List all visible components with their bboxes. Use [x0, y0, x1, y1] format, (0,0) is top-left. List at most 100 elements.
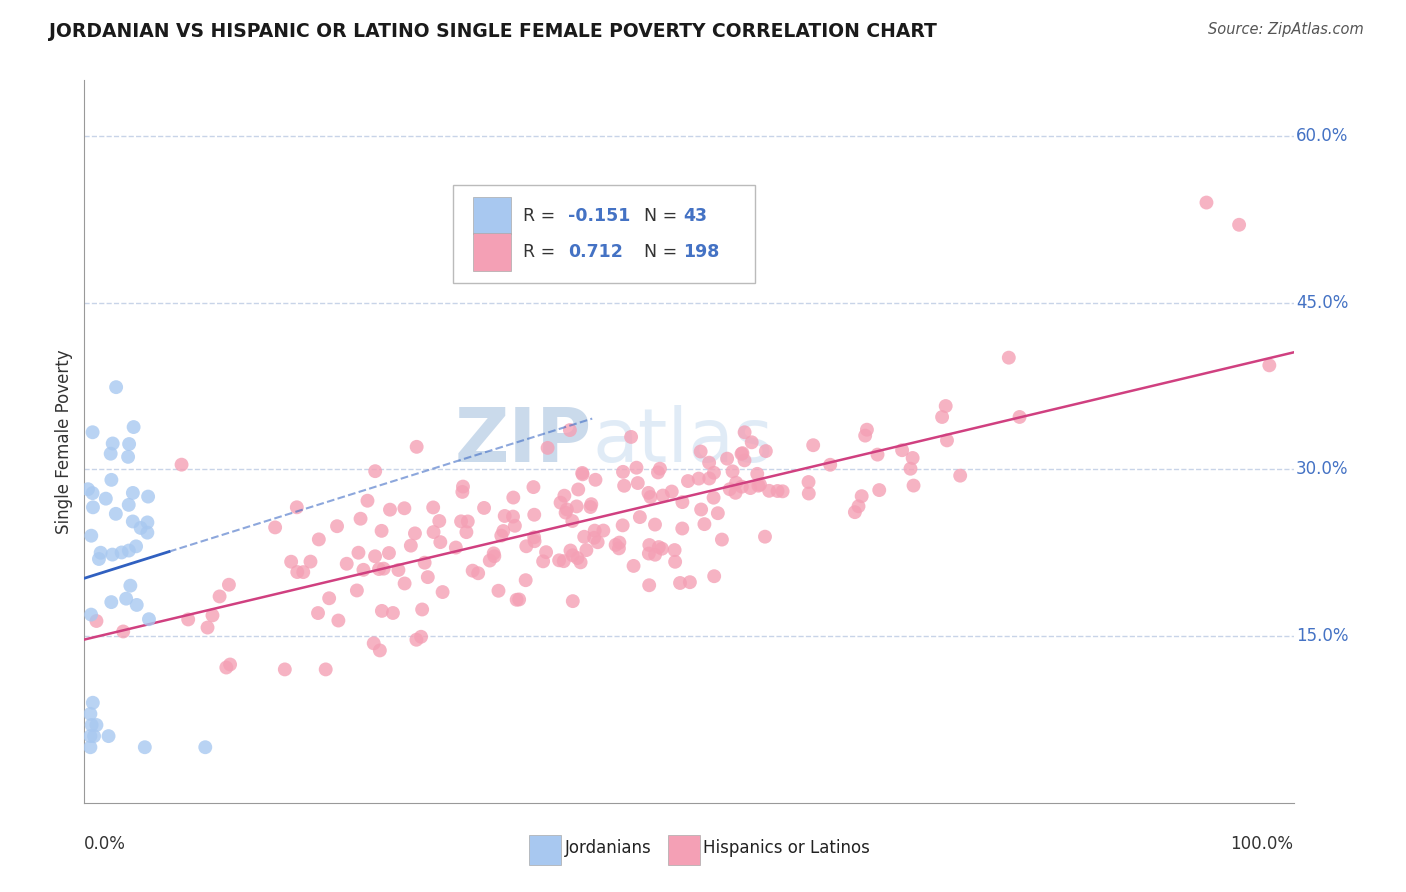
Point	[754, 530, 776, 544]
Point	[280, 555, 302, 569]
Point	[583, 524, 606, 538]
FancyBboxPatch shape	[529, 835, 561, 865]
Point	[626, 460, 648, 475]
Point	[710, 533, 733, 547]
Point	[721, 464, 744, 478]
Point	[651, 489, 673, 503]
Point	[620, 430, 643, 444]
Text: 45.0%: 45.0%	[1296, 293, 1348, 311]
FancyBboxPatch shape	[453, 185, 755, 283]
Point	[349, 512, 371, 526]
Point	[125, 540, 148, 554]
Text: Hispanics or Latinos: Hispanics or Latinos	[703, 838, 870, 856]
Text: Source: ZipAtlas.com: Source: ZipAtlas.com	[1208, 22, 1364, 37]
Point	[515, 539, 537, 553]
Point	[797, 475, 820, 489]
Point	[219, 657, 242, 672]
Point	[936, 434, 959, 448]
Point	[405, 632, 427, 647]
Point	[125, 598, 148, 612]
Point	[637, 486, 659, 500]
Point	[122, 420, 145, 434]
Point	[741, 435, 763, 450]
Point	[707, 506, 730, 520]
Point	[734, 425, 756, 440]
Point	[115, 591, 138, 606]
Point	[404, 526, 426, 541]
Point	[394, 501, 416, 516]
Point	[118, 543, 141, 558]
Point	[669, 576, 692, 591]
Point	[492, 524, 515, 538]
Text: -0.151: -0.151	[568, 207, 630, 225]
Point	[638, 578, 661, 592]
Point	[523, 508, 546, 522]
Text: R =: R =	[523, 244, 561, 261]
Point	[170, 458, 193, 472]
Point	[394, 576, 416, 591]
Point	[299, 555, 322, 569]
Point	[623, 558, 645, 573]
Point	[405, 440, 427, 454]
Point	[637, 547, 659, 561]
Point	[664, 543, 686, 558]
Point	[104, 507, 127, 521]
Point	[315, 662, 337, 676]
Point	[740, 481, 762, 495]
Point	[346, 583, 368, 598]
Point	[364, 549, 387, 564]
Point	[548, 553, 571, 567]
Point	[671, 495, 693, 509]
Point	[218, 578, 240, 592]
Point	[797, 486, 820, 500]
Point	[494, 508, 516, 523]
Point	[644, 548, 666, 562]
Point	[79, 740, 101, 755]
Point	[891, 443, 914, 458]
Point	[553, 489, 575, 503]
Point	[731, 446, 754, 460]
Point	[612, 518, 634, 533]
Point	[308, 533, 330, 547]
Point	[80, 607, 103, 622]
Point	[129, 521, 152, 535]
Point	[900, 461, 922, 475]
Point	[79, 729, 101, 743]
Point	[758, 483, 780, 498]
Point	[82, 696, 104, 710]
Point	[456, 525, 478, 540]
Point	[749, 477, 772, 491]
Point	[693, 517, 716, 532]
Point	[368, 562, 391, 576]
Point	[949, 468, 972, 483]
Point	[347, 546, 370, 560]
Text: 30.0%: 30.0%	[1296, 460, 1348, 478]
Point	[724, 485, 747, 500]
Text: N =: N =	[644, 207, 683, 225]
Text: 15.0%: 15.0%	[1296, 627, 1348, 645]
Point	[868, 483, 890, 497]
Point	[553, 554, 575, 568]
Text: atlas: atlas	[592, 405, 773, 478]
Point	[697, 456, 720, 470]
Point	[627, 476, 650, 491]
Point	[508, 592, 530, 607]
Point	[370, 524, 392, 538]
Point	[121, 486, 143, 500]
Point	[536, 441, 558, 455]
Point	[381, 606, 404, 620]
Point	[664, 555, 686, 569]
Point	[307, 606, 329, 620]
Point	[648, 540, 671, 554]
Point	[731, 480, 754, 494]
Point	[274, 662, 297, 676]
Point	[851, 489, 873, 503]
Point	[82, 500, 104, 515]
Point	[373, 562, 395, 576]
Point	[457, 515, 479, 529]
Point	[79, 706, 101, 721]
Point	[935, 399, 957, 413]
Point	[461, 564, 484, 578]
Point	[422, 524, 444, 539]
Point	[903, 478, 925, 492]
